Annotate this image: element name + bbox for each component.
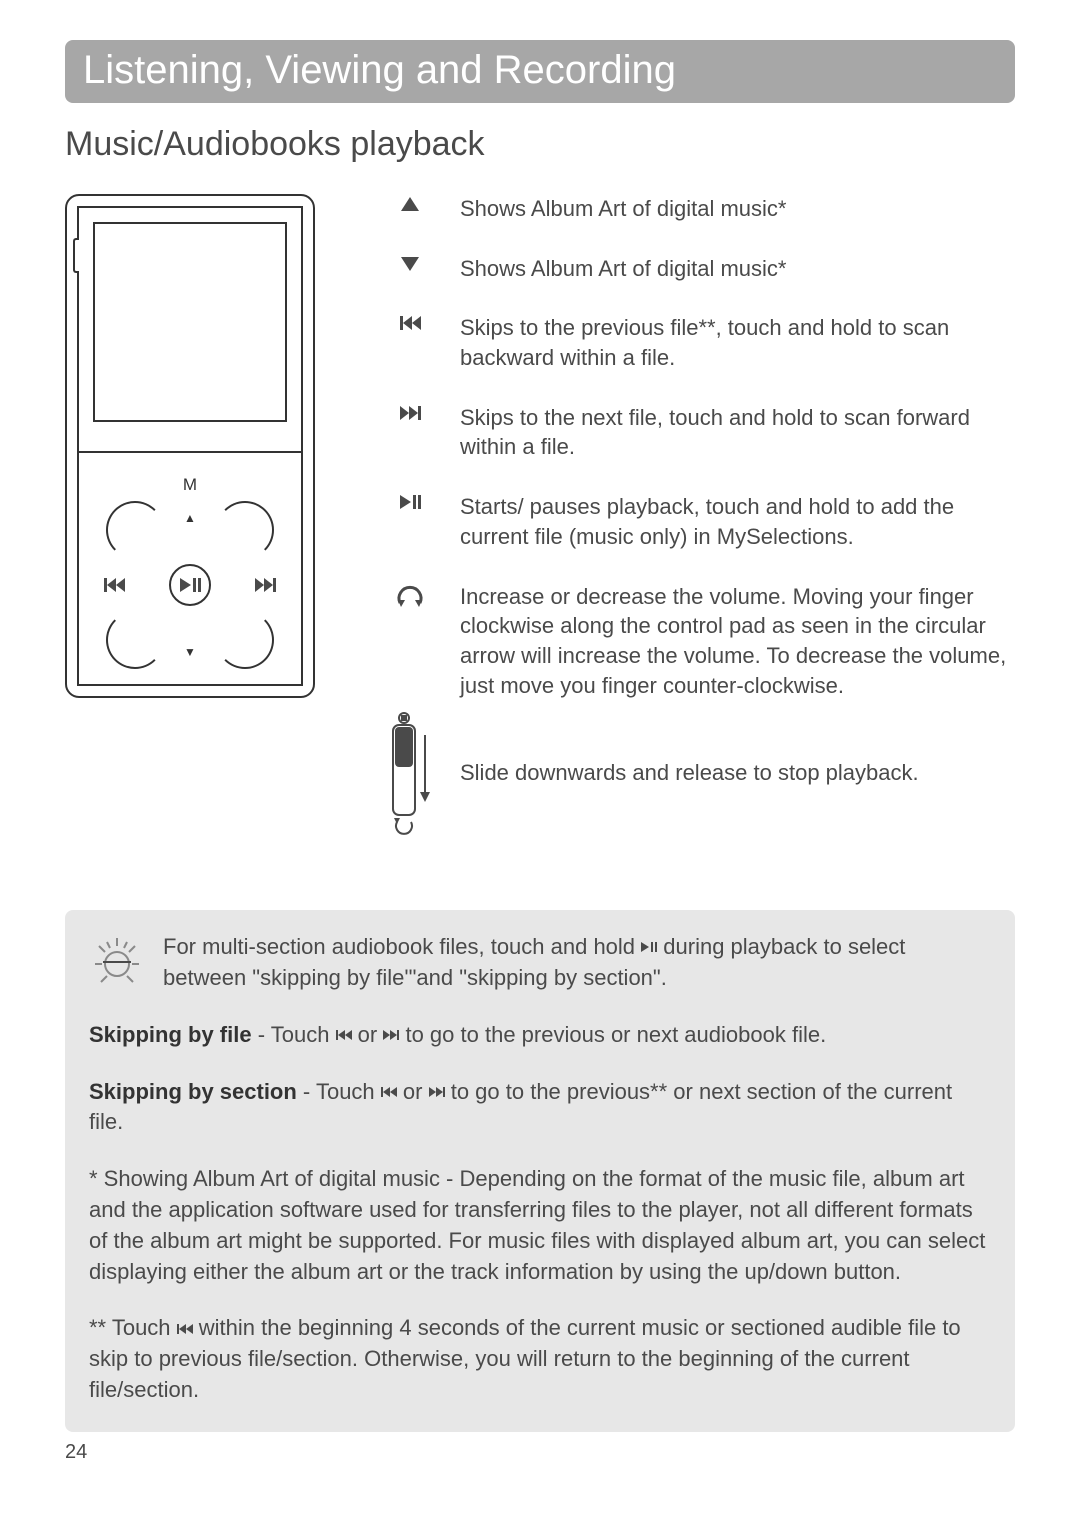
control-desc: Skips to the previous file**, touch and … [460,313,1015,372]
footnote-album-art: * Showing Album Art of digital music - D… [89,1164,991,1287]
section-title-bar: Listening, Viewing and Recording [65,40,1015,103]
slide-lock-icon [360,710,460,840]
control-row-next: Skips to the next file, touch and hold t… [360,403,1015,462]
control-desc: Slide downwards and release to stop play… [460,710,1015,840]
skip-prev-icon [381,1087,397,1097]
skip-by-section-text: Skipping by section - Touch or to go to … [89,1077,991,1139]
footnote-skip-timing: ** Touch within the beginning 4 seconds … [89,1313,991,1405]
play-pause-icon [641,942,657,952]
skip-by-file-text: Skipping by file - Touch or to go to the… [89,1020,991,1051]
skip-next-icon [429,1087,445,1097]
skip-prev-icon [336,1030,352,1040]
device-prev-icon [104,578,125,592]
control-desc: Increase or decrease the volume. Moving … [460,582,1015,701]
tip-text: For multi-section audiobook files, touch… [163,932,991,994]
lightbulb-icon [89,932,145,988]
control-row-volume: Increase or decrease the volume. Moving … [360,582,1015,701]
device-playpause-icon [169,564,211,606]
skip-next-icon [383,1030,399,1040]
down-arrow-icon [360,254,460,284]
up-arrow-icon [360,194,460,224]
control-row-up: Shows Album Art of digital music* [360,194,1015,224]
device-next-icon [255,578,276,592]
skip-next-icon [360,403,460,462]
control-row-slide: Slide downwards and release to stop play… [360,710,1015,840]
control-desc: Skips to the next file, touch and hold t… [460,403,1015,462]
device-down-icon: ▼ [184,645,196,659]
control-desc: Starts/ pauses playback, touch and hold … [460,492,1015,551]
playback-content: M ▲ ▼ [65,194,1015,870]
info-box: For multi-section audiobook files, touch… [65,910,1015,1432]
control-desc: Shows Album Art of digital music* [460,194,1015,224]
control-row-playpause: Starts/ pauses playback, touch and hold … [360,492,1015,551]
control-desc: Shows Album Art of digital music* [460,254,1015,284]
skip-prev-icon [177,1324,193,1334]
device-illustration: M ▲ ▼ [65,194,315,870]
device-m-label: M [183,475,197,495]
device-up-icon: ▲ [184,511,196,525]
controls-table: Shows Album Art of digital music* Shows … [360,194,1015,870]
control-row-down: Shows Album Art of digital music* [360,254,1015,284]
control-row-prev: Skips to the previous file**, touch and … [360,313,1015,372]
section-subtitle: Music/Audiobooks playback [65,125,1015,164]
page-number: 24 [65,1441,87,1464]
section-title: Listening, Viewing and Recording [83,48,997,93]
play-pause-icon [360,492,460,551]
volume-ring-icon [360,582,460,701]
skip-prev-icon [360,313,460,372]
